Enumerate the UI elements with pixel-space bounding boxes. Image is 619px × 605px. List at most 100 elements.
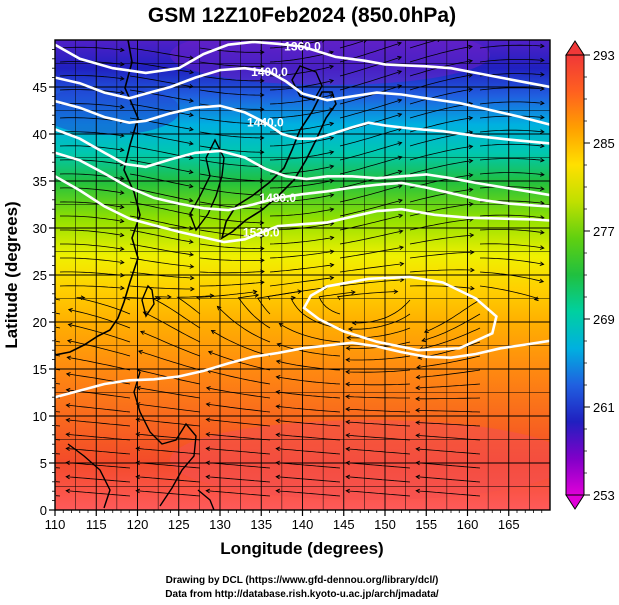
streamline [409, 160, 473, 175]
geopotential-contours: 1360.0 1400.0 1440.0 1520.0 1480.0 [55, 40, 550, 399]
streamline-arrow [260, 258, 265, 263]
streamline-arrow [540, 57, 545, 63]
streamline-arrow [437, 40, 441, 43]
streamline-arrow [540, 114, 545, 120]
streamline [199, 243, 264, 249]
contour-label-1: 1400.0 [251, 65, 288, 79]
streamline-arrow [533, 296, 539, 302]
streamline [59, 75, 124, 80]
streamline [339, 214, 403, 231]
streamline-arrow [416, 364, 421, 370]
streamline [55, 383, 61, 385]
streamline [59, 89, 124, 94]
streamline [269, 222, 334, 231]
streamline-arrow [252, 289, 258, 295]
streamline-arrow [329, 150, 335, 155]
coastline-japan [220, 91, 337, 240]
streamline [276, 360, 341, 371]
streamline [199, 215, 264, 224]
x-tick-label: 145 [333, 517, 355, 532]
streamline-arrow [468, 130, 474, 135]
streamline-arrow [415, 474, 421, 480]
streamline [200, 281, 264, 287]
streamline-arrow [345, 446, 351, 452]
streamline [276, 434, 341, 441]
streamline [479, 129, 544, 133]
streamline-arrow [135, 432, 141, 437]
y-tick-label: 45 [33, 80, 47, 95]
contour-line-2 [55, 99, 550, 145]
streamline-arrow [188, 239, 194, 244]
streamline [129, 103, 194, 116]
streamline-arrow [259, 220, 265, 226]
streamline [416, 490, 481, 497]
streamline-arrow [189, 275, 195, 281]
streamline-arrow [119, 133, 125, 138]
streamline-arrow [346, 335, 351, 341]
streamline-arrow [329, 249, 335, 255]
streamline-arrow [397, 155, 403, 161]
streamline-arrow [399, 261, 405, 267]
streamline [269, 65, 334, 77]
streamline [269, 180, 334, 189]
streamline-arrow [119, 246, 125, 252]
streamline-arrow [397, 141, 403, 146]
streamline [67, 340, 131, 357]
streamline [56, 340, 61, 343]
streamline [60, 215, 124, 222]
streamline-arrow [189, 252, 194, 257]
streamline [339, 85, 402, 105]
coastline-newguinea [197, 489, 215, 510]
streamline [66, 462, 131, 469]
y-tick-label: 5 [40, 456, 47, 471]
streamline-arrow [67, 307, 73, 313]
streamline [419, 327, 481, 350]
streamline-arrow [415, 460, 421, 466]
streamline [479, 87, 544, 91]
streamline-arrow [205, 417, 211, 423]
streamline-arrow [275, 460, 281, 466]
streamline-arrow [539, 261, 545, 267]
streamline-arrow [259, 121, 265, 126]
streamline-arrow [345, 460, 351, 466]
streamline [409, 251, 474, 259]
streamline-arrow [189, 55, 195, 61]
streamline-arrow [275, 375, 281, 380]
streamline-arrow [278, 323, 284, 328]
streamline [409, 234, 474, 245]
streamline-arrow [345, 394, 350, 399]
streamline-arrow [345, 381, 350, 387]
streamline [347, 327, 411, 339]
streamline [421, 313, 481, 342]
streamline-arrow [260, 269, 265, 274]
x-tick-label: 155 [415, 517, 437, 532]
y-axis-title: Latitude (degrees) [2, 201, 21, 348]
streamline [346, 434, 411, 441]
streamline-arrow [119, 76, 125, 81]
streamline [66, 476, 131, 483]
streamline [276, 462, 341, 469]
streamline-arrow [67, 322, 73, 328]
streamline [339, 170, 402, 189]
streamline [136, 462, 201, 469]
streamline [59, 103, 124, 108]
streamline-arrow [540, 86, 545, 92]
streamline-arrow [329, 207, 335, 212]
streamline-arrow [469, 233, 475, 238]
streamline-arrow [205, 460, 211, 466]
y-tick-label: 30 [33, 221, 47, 236]
streamline [479, 143, 544, 147]
streamline-arrow [189, 83, 195, 89]
streamline [129, 89, 194, 102]
streamline [206, 490, 271, 497]
streamline-arrow [119, 218, 125, 224]
streamline [59, 201, 124, 208]
streamline-arrow [119, 272, 125, 278]
streamline [276, 405, 341, 413]
streamline-arrow [120, 285, 125, 291]
streamline-arrow [468, 202, 474, 207]
streamline-arrow [291, 295, 296, 301]
streamline [59, 131, 124, 137]
streamline-arrow [188, 198, 194, 203]
streamline [129, 61, 194, 73]
